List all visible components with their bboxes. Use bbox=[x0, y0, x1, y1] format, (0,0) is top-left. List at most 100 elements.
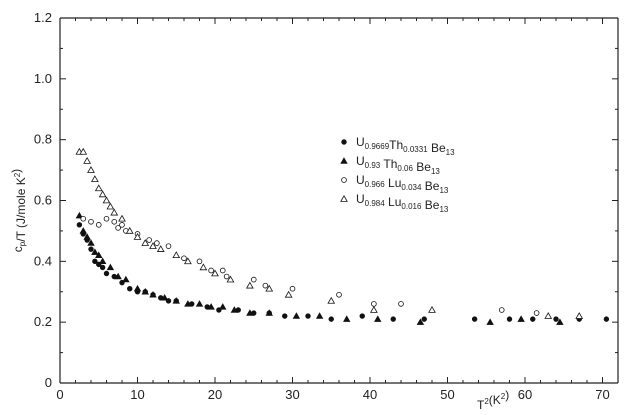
data-point bbox=[374, 315, 382, 322]
data-point bbox=[133, 232, 142, 240]
data-point bbox=[83, 156, 92, 164]
data-point bbox=[160, 294, 169, 301]
data-point bbox=[91, 248, 99, 255]
data-point bbox=[289, 285, 296, 292]
data-point bbox=[371, 301, 377, 307]
legend-label: U0.93 Th0.06 Be13 bbox=[356, 154, 440, 176]
legend-label: U0.9669Th0.0331 Be13 bbox=[356, 135, 455, 157]
data-point bbox=[245, 281, 254, 289]
legend-label: U0.966 Lu0.034 Be13 bbox=[356, 173, 449, 195]
data-point bbox=[428, 305, 436, 313]
x-tick-label: 20 bbox=[208, 387, 222, 402]
series-2 bbox=[75, 211, 564, 325]
data-point bbox=[250, 276, 257, 283]
data-point bbox=[76, 222, 83, 228]
data-point bbox=[98, 190, 107, 198]
data-point bbox=[156, 245, 165, 252]
data-point bbox=[305, 313, 311, 319]
data-point bbox=[95, 222, 102, 228]
data-point bbox=[118, 214, 126, 222]
y-axis-label: cp/T (J/mole K2) bbox=[9, 169, 28, 252]
x-axis-label: T2(K2) bbox=[477, 388, 509, 412]
data-point bbox=[262, 282, 269, 289]
data-point bbox=[390, 316, 396, 322]
data-point bbox=[207, 303, 215, 310]
data-point bbox=[103, 270, 110, 277]
data-point bbox=[83, 233, 91, 240]
data-point bbox=[154, 240, 160, 246]
data-point bbox=[328, 316, 334, 322]
data-point bbox=[90, 175, 99, 183]
data-point bbox=[80, 215, 87, 222]
data-point bbox=[553, 316, 559, 322]
axis-ticks bbox=[59, 17, 619, 384]
data-point bbox=[498, 307, 505, 313]
legend-item: U0.93 Th0.06 Be13 bbox=[340, 154, 440, 176]
y-tick-label: 0.4 bbox=[34, 253, 52, 268]
tick-labels: 0 10 20 30 40 50 60 70 0 0.2 0.4 0.6 0.8 1.0 1.2 bbox=[34, 10, 610, 402]
series-3 bbox=[80, 215, 540, 316]
data-point bbox=[226, 275, 235, 283]
data-point bbox=[575, 312, 584, 319]
y-tick-label: 0.8 bbox=[34, 132, 52, 147]
data-point bbox=[114, 272, 122, 280]
data-point bbox=[603, 316, 610, 322]
data-point bbox=[246, 309, 254, 316]
data-point bbox=[530, 316, 536, 322]
data-point bbox=[149, 290, 157, 298]
data-point bbox=[115, 225, 121, 231]
x-tick-label: 10 bbox=[130, 387, 144, 402]
legend-label: U0.984 Lu0.016 Be13 bbox=[356, 192, 449, 214]
data-point bbox=[343, 315, 351, 322]
data-point bbox=[196, 258, 203, 265]
data-point bbox=[416, 318, 425, 325]
data-point bbox=[92, 258, 98, 265]
plot-area: 0 10 20 30 40 50 60 70 0 0.2 0.4 0.6 0.8 1.0 1.2 bbox=[34, 10, 619, 402]
data-point bbox=[88, 246, 94, 252]
data-point bbox=[199, 263, 208, 271]
legend-item: U0.966 Lu0.034 Be13 bbox=[341, 173, 449, 195]
data-point bbox=[99, 264, 106, 271]
x-tick-label: 50 bbox=[440, 387, 454, 402]
data-point bbox=[292, 312, 301, 319]
y-tick-label: 0.6 bbox=[34, 193, 52, 208]
x-tick-label: 40 bbox=[363, 387, 377, 402]
data-point bbox=[486, 318, 494, 325]
data-point bbox=[544, 312, 553, 319]
data-point bbox=[398, 301, 404, 307]
data-point bbox=[79, 227, 87, 234]
data-point bbox=[208, 267, 214, 274]
data-point bbox=[230, 306, 239, 313]
y-tick-label: 1.0 bbox=[34, 71, 52, 86]
y-tick-label: 1.2 bbox=[34, 10, 52, 25]
data-point bbox=[315, 312, 324, 319]
legend-marker bbox=[341, 177, 347, 183]
x-tick-label: 0 bbox=[56, 387, 63, 402]
data-point bbox=[284, 290, 293, 298]
data-point bbox=[172, 297, 180, 304]
data-point bbox=[211, 269, 219, 277]
data-point bbox=[265, 309, 273, 316]
data-point bbox=[88, 218, 94, 225]
series-4 bbox=[75, 147, 584, 319]
data-point bbox=[133, 284, 142, 292]
data-point bbox=[421, 316, 427, 322]
data-point bbox=[141, 239, 150, 246]
data-point bbox=[369, 305, 378, 313]
data-point bbox=[106, 263, 115, 271]
data-point bbox=[223, 273, 230, 280]
data-point bbox=[79, 147, 88, 155]
data-point bbox=[533, 310, 540, 316]
data-point bbox=[195, 300, 204, 307]
legend-item: U0.984 Lu0.016 Be13 bbox=[340, 192, 449, 214]
y-tick-label: 0.2 bbox=[34, 314, 52, 329]
data-point bbox=[87, 166, 95, 173]
x-tick-label: 30 bbox=[285, 387, 299, 402]
data-point bbox=[127, 286, 133, 292]
data-point bbox=[471, 316, 478, 322]
data-point bbox=[219, 267, 226, 274]
data-point bbox=[172, 251, 181, 259]
data-point bbox=[111, 218, 118, 225]
series-1 bbox=[76, 222, 610, 322]
